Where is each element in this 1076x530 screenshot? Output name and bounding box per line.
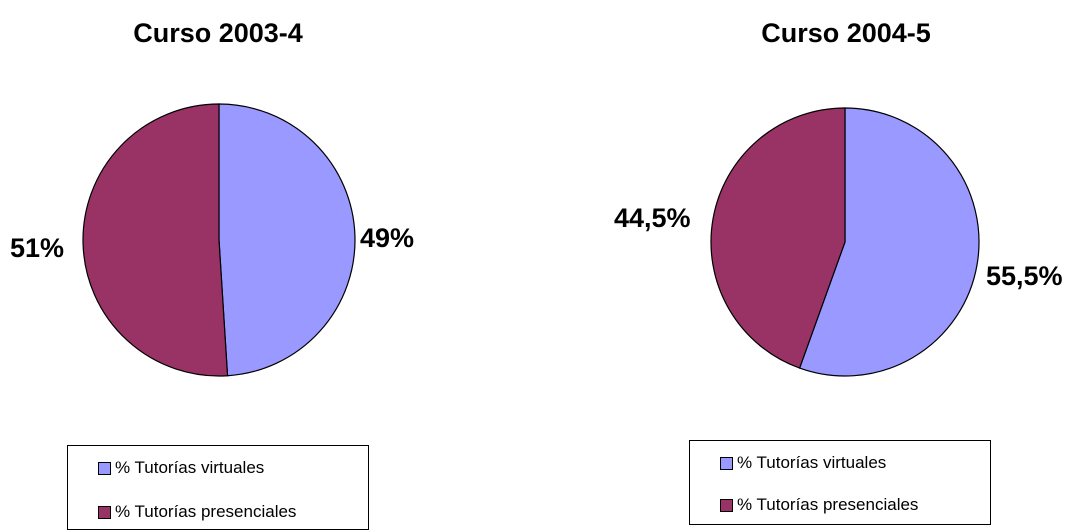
chart-2-label-virtual: 55,5% (986, 261, 1063, 291)
chart-2-legend-item-virtual: % Tutorías virtuales (720, 453, 886, 473)
chart-2-legend: % Tutorías virtuales % Tutorías presenci… (689, 440, 991, 525)
chart-2-slice-virtual (798, 107, 980, 377)
chart-2-legend-item-presencial: % Tutorías presenciales (720, 495, 918, 515)
legend-label: % Tutorías virtuales (115, 458, 265, 477)
chart-1-title: Curso 2003-4 (133, 18, 303, 48)
legend-swatch-presencial (720, 498, 733, 512)
chart-2-title: Curso 2004-5 (761, 18, 931, 48)
chart-1-label-presencial: 51% (10, 233, 64, 263)
legend-label: % Tutorías virtuales (737, 453, 887, 472)
chart-1-legend-item-presencial: % Tutorías presenciales (98, 502, 296, 522)
chart-1-slices (82, 103, 356, 377)
legend-swatch-presencial (98, 505, 111, 519)
chart-1-slice-virtual (218, 103, 356, 377)
legend-swatch-virtual (98, 461, 111, 475)
legend-label: % Tutorías presenciales (737, 495, 919, 514)
chart-1-legend: % Tutorías virtuales % Tutorías presenci… (67, 445, 369, 530)
chart-1-legend-item-virtual: % Tutorías virtuales (98, 458, 264, 478)
chart-1-label-virtual: 49% (360, 223, 414, 253)
chart-2-label-presencial: 44,5% (614, 203, 691, 233)
chart-2-slices (710, 107, 980, 377)
legend-label: % Tutorías presenciales (115, 502, 297, 521)
chart-2-slice-presencial (710, 107, 846, 369)
legend-swatch-virtual (720, 456, 733, 470)
chart-1-slice-presencial (82, 103, 229, 377)
